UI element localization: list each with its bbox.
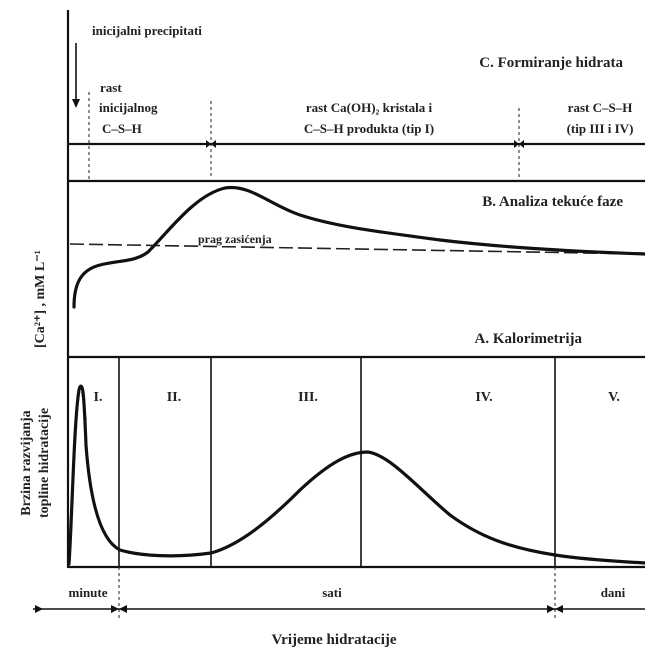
time-axis-title: Vrijeme hidratacije [271, 632, 396, 648]
time-arrow-days-start [555, 605, 563, 613]
section-b-y-axis-label: [Ca²⁺] , mM L⁻¹ [33, 250, 48, 348]
stage-label-4: IV. [475, 390, 492, 405]
phase-1-line-2: inicijalnog [99, 100, 158, 115]
time-segment-hours: sati [322, 585, 342, 600]
time-arrow-hours-start [119, 605, 127, 613]
saturation-label: prag zasićenja [198, 232, 272, 246]
section-a-y-axis-line-2: topline hidratacije [37, 408, 52, 518]
heat-release-curve [67, 384, 645, 566]
ca-concentration-curve [72, 185, 645, 309]
heat-peak-shoulder [81, 391, 87, 421]
phase-1-line-3: C–S–H [102, 121, 142, 136]
section-a-title: A. Kalorimetrija [475, 331, 583, 347]
phase-2-line-2: C–S–H produkta (tip I) [304, 121, 434, 136]
time-segment-minutes: minute [69, 585, 108, 600]
time-arrow-start [35, 605, 43, 613]
phase-2-line-1: rast Ca(OH)₂ kristala i [306, 100, 433, 115]
section-b-title: B. Analiza tekuće faze [482, 194, 623, 210]
time-arrow-minute-end [111, 605, 119, 613]
time-segment-days: dani [601, 585, 626, 600]
stage-label-1: I. [94, 390, 103, 405]
phase-1-line-1: rast [100, 80, 122, 95]
saturation-threshold-line [69, 243, 645, 255]
section-c-title: C. Formiranje hidrata [479, 55, 623, 71]
phase-3-line-2: (tip III i IV) [567, 121, 634, 136]
timeline-arrow-1 [206, 140, 211, 148]
stage-label-3: III. [298, 390, 318, 405]
initial-precipitates-label: inicijalni precipitati [92, 23, 202, 38]
initial-precipitates-arrowhead [72, 99, 80, 108]
timeline-arrow-2 [211, 140, 216, 148]
time-arrow-hours-end [547, 605, 555, 613]
section-a-y-axis-line-1: Brzina razvijanja [19, 410, 34, 515]
phase-3-line-1: rast C–S–H [568, 100, 633, 115]
stage-label-2: II. [167, 390, 181, 405]
stage-label-5: V. [608, 390, 620, 405]
timeline-arrow-4 [519, 140, 524, 148]
timeline-arrow-3 [514, 140, 519, 148]
